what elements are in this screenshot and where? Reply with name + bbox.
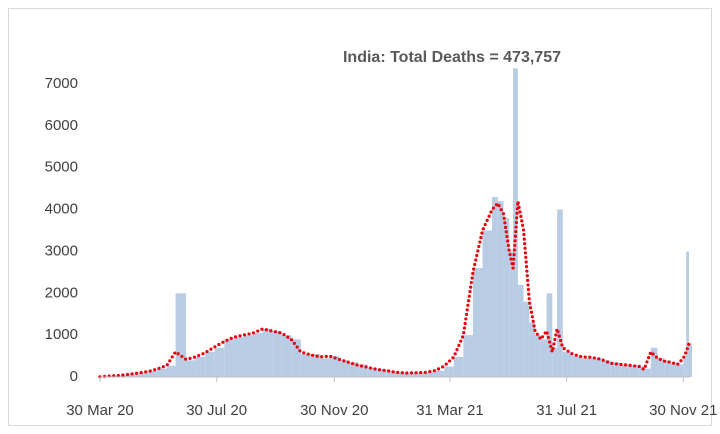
bar bbox=[281, 335, 292, 377]
y-tick-label: 4000 bbox=[45, 201, 78, 218]
bar bbox=[166, 365, 176, 377]
bar bbox=[138, 372, 148, 377]
y-tick-label: 6000 bbox=[45, 117, 78, 134]
bar bbox=[546, 293, 553, 377]
bar bbox=[535, 335, 541, 377]
bar bbox=[509, 251, 514, 377]
bar bbox=[377, 369, 387, 377]
bar bbox=[677, 364, 684, 377]
x-tick-label: 30 Jul 20 bbox=[186, 402, 247, 419]
bar bbox=[233, 337, 244, 377]
bar bbox=[128, 374, 139, 377]
bar bbox=[572, 356, 582, 377]
bar bbox=[497, 201, 504, 377]
bar bbox=[175, 293, 187, 377]
bar bbox=[664, 360, 671, 377]
y-tick-label: 2000 bbox=[45, 284, 78, 301]
chart-title: India: Total Deaths = 473,757 bbox=[343, 49, 561, 66]
y-tick-label: 3000 bbox=[45, 242, 78, 259]
bar bbox=[591, 358, 602, 377]
bar bbox=[629, 365, 640, 377]
x-tick-label: 30 Nov 21 bbox=[649, 402, 717, 419]
bar bbox=[272, 330, 282, 377]
x-tick-label: 30 Nov 20 bbox=[300, 402, 368, 419]
y-tick-label: 0 bbox=[70, 368, 78, 385]
bar bbox=[517, 284, 524, 377]
bar bbox=[463, 335, 473, 377]
bar bbox=[657, 358, 665, 377]
bar bbox=[686, 251, 690, 377]
chart-frame bbox=[8, 8, 712, 426]
bar bbox=[205, 351, 215, 377]
y-tick-label: 1000 bbox=[45, 326, 78, 343]
bar bbox=[492, 197, 498, 377]
bar bbox=[529, 322, 536, 377]
bar bbox=[425, 372, 435, 377]
bar bbox=[367, 367, 378, 377]
bar bbox=[291, 339, 301, 377]
bar bbox=[581, 358, 592, 377]
bar bbox=[482, 230, 493, 377]
bar bbox=[562, 351, 573, 377]
bar bbox=[319, 358, 330, 377]
bar bbox=[386, 371, 397, 377]
bar bbox=[472, 268, 483, 377]
bar bbox=[329, 356, 340, 377]
bar bbox=[147, 371, 158, 377]
bar bbox=[650, 347, 658, 377]
bar bbox=[348, 362, 359, 377]
bar bbox=[540, 339, 547, 377]
bar bbox=[243, 335, 253, 377]
bar bbox=[620, 364, 630, 377]
y-tick-label: 7000 bbox=[45, 75, 78, 92]
bar bbox=[503, 217, 510, 377]
bar bbox=[610, 362, 621, 377]
bar bbox=[186, 360, 196, 377]
bar bbox=[444, 366, 454, 377]
bar bbox=[405, 373, 416, 377]
bar bbox=[601, 360, 611, 377]
bar bbox=[157, 368, 167, 377]
bar bbox=[644, 368, 651, 377]
y-tick-label: 5000 bbox=[45, 159, 78, 176]
bar bbox=[224, 339, 234, 377]
bar bbox=[670, 362, 678, 377]
bar bbox=[262, 328, 273, 377]
bar bbox=[683, 356, 687, 377]
bar bbox=[396, 372, 406, 377]
bar bbox=[339, 360, 349, 377]
bar bbox=[689, 343, 693, 377]
x-tick-label: 31 Jul 21 bbox=[536, 402, 597, 419]
bar bbox=[214, 347, 225, 377]
bar bbox=[434, 370, 445, 377]
moving-average-line bbox=[98, 200, 691, 379]
x-tick-label: 31 Mar 21 bbox=[416, 402, 484, 419]
bar bbox=[300, 353, 311, 377]
bar bbox=[453, 356, 464, 377]
bar bbox=[310, 353, 320, 377]
bar bbox=[552, 347, 558, 377]
bar bbox=[639, 366, 645, 377]
bar bbox=[195, 356, 206, 377]
bar bbox=[415, 372, 426, 377]
bar bbox=[557, 209, 563, 377]
x-tick-label: 30 Mar 20 bbox=[66, 402, 134, 419]
bar bbox=[523, 301, 530, 377]
bar bbox=[358, 364, 368, 377]
bar bbox=[252, 333, 263, 377]
